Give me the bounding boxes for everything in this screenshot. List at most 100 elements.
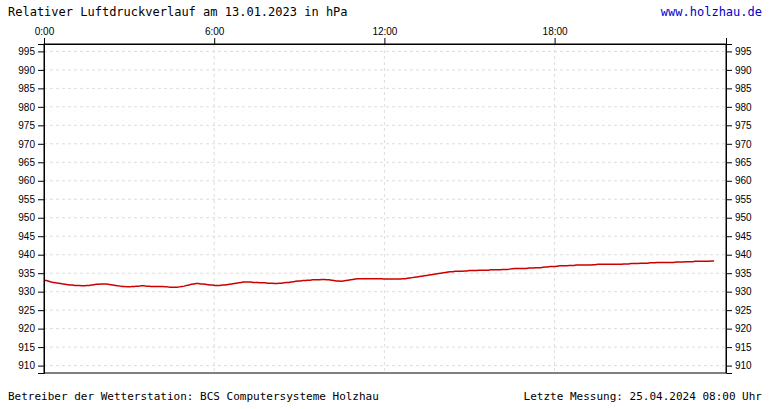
tick-mark [726, 255, 732, 256]
grid-line [44, 143, 726, 144]
tick-mark [555, 38, 556, 44]
line [44, 261, 714, 287]
grid-line [384, 44, 385, 373]
tick-label: 935 [18, 268, 35, 279]
tick-label: 6:00 [205, 26, 225, 37]
tick-mark [38, 236, 44, 237]
tick: 940 [726, 249, 752, 260]
tick-mark [726, 51, 732, 52]
tick: 940 [18, 249, 44, 260]
tick-label: 980 [735, 102, 752, 113]
tick-mark [726, 70, 732, 71]
tick-mark [38, 107, 44, 108]
tick: 915 [726, 342, 752, 353]
tick-mark [726, 292, 732, 293]
tick-label: 955 [735, 194, 752, 205]
tick-label: 935 [735, 268, 752, 279]
tick-label: 995 [18, 46, 35, 57]
tick-mark [726, 273, 732, 274]
grid-line [44, 365, 726, 366]
tick: 0:00 [35, 26, 55, 44]
tick: 935 [18, 268, 44, 279]
tick-label: 0:00 [35, 26, 55, 37]
tick-mark [384, 38, 385, 44]
tick-mark [726, 366, 732, 367]
tick: 925 [18, 305, 44, 316]
grid-line [44, 291, 726, 292]
grid-line [44, 162, 726, 163]
y-axis-right: 9109159209259309359409459509559609659709… [726, 45, 752, 374]
tick-label: 995 [735, 46, 752, 57]
tick-mark [38, 70, 44, 71]
tick: 945 [18, 231, 44, 242]
tick-mark [214, 38, 215, 44]
tick-label: 930 [735, 286, 752, 297]
grid-line [44, 125, 726, 126]
y-axis-left: 910 915 920 925 930 935 940 945 950 955 960 965 970 9… [18, 45, 44, 374]
tick: 915 [18, 342, 44, 353]
tick: 920 [18, 323, 44, 334]
tick-mark [38, 366, 44, 367]
tick-label: 945 [735, 231, 752, 242]
tick: 955 [726, 194, 752, 205]
tick-label: 925 [18, 305, 35, 316]
tick-label: 950 [735, 212, 752, 223]
plot-area: 0:006:0012:0018:009109159209259309359409… [18, 26, 752, 374]
tick: 980 [726, 102, 752, 113]
tick: 990 [726, 65, 752, 76]
tick-mark [38, 273, 44, 274]
tick-label: 970 [735, 139, 752, 150]
title: Relativer Luftdruckverlauf am 13.01.2023… [8, 5, 348, 19]
tick-mark [726, 199, 732, 200]
x-axis: 0:00 6:00 12:00 18:00 [35, 26, 727, 45]
tick: 930 [18, 286, 44, 297]
tick-label: 940 [735, 249, 752, 260]
tick-mark [38, 347, 44, 348]
tick-mark [38, 329, 44, 330]
tick: 950 [726, 212, 752, 223]
tick-label: 990 [18, 65, 35, 76]
grid-line [44, 199, 726, 200]
tick-label: 915 [18, 342, 35, 353]
grid [44, 44, 726, 373]
tick: 985 [18, 83, 44, 94]
axis-line [38, 45, 45, 374]
tick: 965 [18, 157, 44, 168]
tick-label: 945 [18, 231, 35, 242]
tick-label: 18:00 [543, 26, 568, 37]
tick-mark [38, 51, 44, 52]
tick: 12:00 [372, 26, 397, 44]
axis-line [45, 38, 727, 45]
tick-label: 955 [18, 194, 35, 205]
tick-mark [38, 181, 44, 182]
tick: 985 [726, 83, 752, 94]
grid-line [44, 347, 726, 348]
tick: 910 [726, 360, 752, 371]
annotation: Betreiber der Wetterstation: BCS Compute… [8, 390, 379, 403]
tick: 925 [726, 305, 752, 316]
tick: 995 [18, 46, 44, 57]
tick: 945 [726, 231, 752, 242]
annotation: Letzte Messung: 25.04.2024 08:00 Uhr [524, 390, 763, 403]
tick: 970 [18, 139, 44, 150]
tick: 960 [726, 175, 752, 186]
tick: 960 [18, 175, 44, 186]
tick: 975 [18, 120, 44, 131]
grid-line [44, 236, 726, 237]
tick: 950 [18, 212, 44, 223]
tick-mark [38, 144, 44, 145]
tick-mark [726, 162, 732, 163]
grid-line [44, 273, 726, 274]
tick-mark [38, 162, 44, 163]
tick-mark [38, 199, 44, 200]
tick-label: 965 [18, 157, 35, 168]
tick-mark [44, 38, 45, 44]
tick-label: 920 [18, 323, 35, 334]
tick-label: 12:00 [372, 26, 397, 37]
tick-mark [38, 88, 44, 89]
tick-label: 950 [18, 212, 35, 223]
grid-line [44, 51, 726, 52]
tick: 910 [18, 360, 44, 371]
tick: 965 [726, 157, 752, 168]
tick-label: 925 [735, 305, 752, 316]
